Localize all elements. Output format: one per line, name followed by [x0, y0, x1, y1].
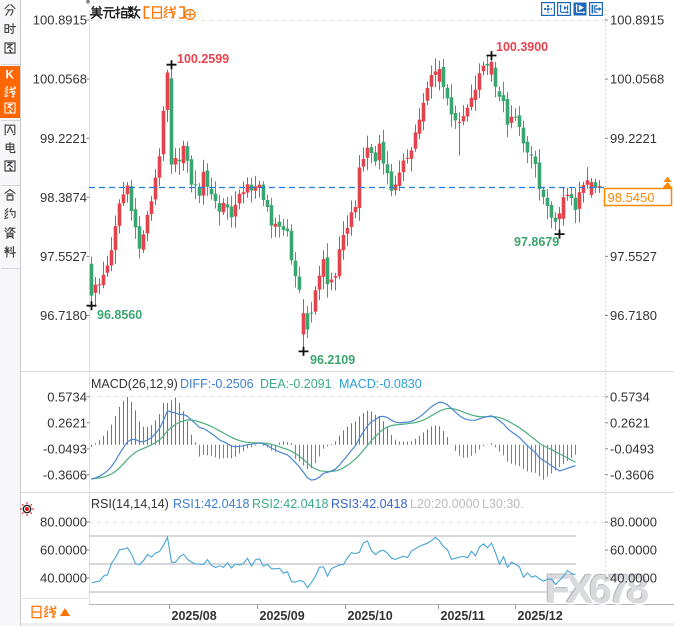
svg-text:97.5527: 97.5527 [40, 249, 87, 264]
svg-text:MACD:-0.0830: MACD:-0.0830 [339, 377, 422, 391]
svg-text:DIFF:-0.2506: DIFF:-0.2506 [180, 377, 254, 391]
svg-text:99.2221: 99.2221 [610, 131, 657, 146]
svg-text:100.2599: 100.2599 [177, 52, 229, 66]
svg-text:0.5734: 0.5734 [47, 389, 87, 404]
svg-text:L30:30.: L30:30. [482, 497, 524, 511]
svg-text:97.5527: 97.5527 [610, 249, 657, 264]
svg-text:96.2109: 96.2109 [310, 353, 355, 367]
svg-text:98.3874: 98.3874 [40, 190, 87, 205]
svg-text:-0.0493: -0.0493 [43, 441, 87, 456]
svg-text:60.0000: 60.0000 [610, 543, 657, 558]
svg-text:-0.0493: -0.0493 [610, 441, 654, 456]
svg-text:FX678: FX678 [544, 565, 648, 611]
svg-text:-0.3606: -0.3606 [43, 467, 87, 482]
svg-text:2025/12: 2025/12 [518, 609, 563, 623]
svg-text:0.2621: 0.2621 [610, 415, 650, 430]
svg-text:2025/11: 2025/11 [441, 609, 486, 623]
svg-text:RSI1:42.0418: RSI1:42.0418 [173, 497, 249, 511]
svg-text:0.5734: 0.5734 [610, 389, 650, 404]
svg-text:L20:20.0000: L20:20.0000 [410, 497, 480, 511]
svg-text:0.2621: 0.2621 [47, 415, 87, 430]
svg-text:96.8560: 96.8560 [97, 308, 142, 322]
svg-text:100.3900: 100.3900 [496, 40, 548, 54]
svg-text:RSI(14,14,14): RSI(14,14,14) [91, 497, 169, 511]
svg-text:96.7180: 96.7180 [40, 308, 87, 323]
svg-text:80.0000: 80.0000 [40, 515, 87, 530]
svg-text:DEA:-0.2091: DEA:-0.2091 [260, 377, 332, 391]
svg-text:K: K [6, 69, 15, 82]
svg-text:FX678: FX678 [545, 566, 649, 612]
svg-text:60.0000: 60.0000 [40, 543, 87, 558]
svg-text:100.8915: 100.8915 [33, 13, 87, 28]
svg-text:97.8679: 97.8679 [514, 235, 559, 249]
svg-text:2025/10: 2025/10 [348, 609, 393, 623]
svg-text:2025/08: 2025/08 [172, 609, 217, 623]
svg-text:2025/09: 2025/09 [260, 609, 305, 623]
svg-text:RSI3:42.0418: RSI3:42.0418 [331, 497, 407, 511]
svg-text:80.0000: 80.0000 [610, 515, 657, 530]
svg-text:-0.3606: -0.3606 [610, 467, 654, 482]
svg-text:100.8915: 100.8915 [610, 13, 664, 28]
svg-text:98.5450: 98.5450 [608, 190, 655, 205]
svg-text:40.0000: 40.0000 [40, 571, 87, 586]
svg-text:40.0000: 40.0000 [610, 571, 657, 586]
svg-text:99.2221: 99.2221 [40, 131, 87, 146]
svg-text:96.7180: 96.7180 [610, 308, 657, 323]
svg-text:RSI2:42.0418: RSI2:42.0418 [252, 497, 328, 511]
svg-text:100.0568: 100.0568 [33, 72, 87, 87]
svg-text:MACD(26,12,9): MACD(26,12,9) [91, 377, 178, 391]
svg-text:100.0568: 100.0568 [610, 72, 664, 87]
